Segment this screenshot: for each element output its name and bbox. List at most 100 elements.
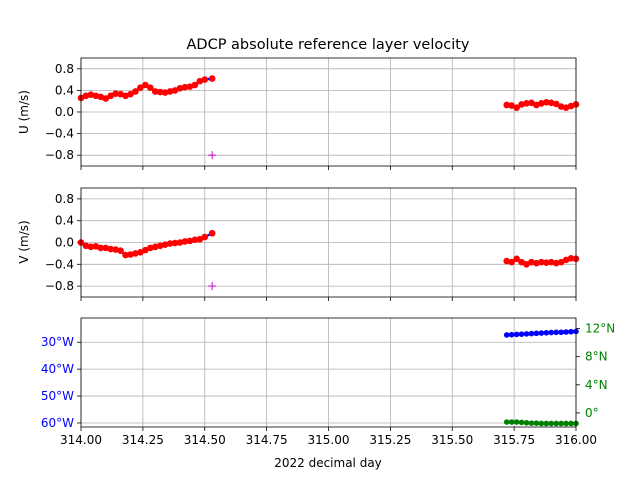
x-axis-label: 2022 decimal day <box>274 456 382 470</box>
longitude-point <box>503 332 510 338</box>
longitude-tick-label: 40°W <box>41 362 74 376</box>
latitude-point <box>543 420 550 427</box>
data-point <box>127 90 134 98</box>
x-tick-label: 315.00 <box>308 433 350 447</box>
y-tick-label: 0.4 <box>55 214 74 228</box>
y-tick-label: −0.8 <box>45 148 74 162</box>
data-point <box>567 255 575 262</box>
panel-position: 314.00 314.25 314.50 314.75 315.00 315.25 315.… <box>41 317 615 447</box>
data-point <box>513 104 520 111</box>
longitude-point <box>523 331 530 337</box>
data-point <box>196 235 204 243</box>
data-point <box>543 98 550 106</box>
data-point <box>508 258 515 266</box>
data-point <box>513 255 520 263</box>
data-point <box>528 99 535 107</box>
data-point <box>528 258 535 266</box>
latitude-point <box>538 420 545 427</box>
data-point <box>156 242 164 250</box>
latitude-tick-label: 4°N <box>585 378 608 392</box>
latitude-point <box>548 420 555 427</box>
data-point <box>151 243 159 251</box>
data-point <box>503 101 511 109</box>
data-point <box>552 100 560 108</box>
data-point <box>82 242 90 250</box>
data-point <box>166 88 174 95</box>
y-tick-label: −0.4 <box>45 257 74 271</box>
data-point <box>137 249 144 256</box>
data-point <box>127 251 134 258</box>
axes-frame <box>80 317 577 428</box>
data-point <box>547 258 555 266</box>
y-tick-label: 0.8 <box>55 192 74 206</box>
latitude-point <box>523 419 530 426</box>
data-point <box>181 238 189 245</box>
data-point <box>562 256 570 264</box>
y-tick-label: 0.8 <box>55 62 74 76</box>
data-point <box>503 257 511 265</box>
longitude-point <box>563 329 569 335</box>
data-point <box>92 243 100 250</box>
data-point <box>132 250 139 257</box>
longitude-point <box>568 328 574 335</box>
data-point <box>82 92 90 100</box>
longitude-point <box>533 330 540 337</box>
panel-v-velocity: 0.8 0.4 0.0 −0.4 −0.8 <box>45 187 580 301</box>
x-tick-label: 314.75 <box>246 433 288 447</box>
data-point <box>97 244 105 252</box>
data-point <box>122 92 129 100</box>
data-point <box>156 88 164 96</box>
v-axis-label: V (m/s) <box>17 220 31 263</box>
data-point <box>161 89 169 96</box>
data-point <box>567 102 575 110</box>
data-point <box>191 236 199 244</box>
data-point <box>196 77 204 85</box>
data-point <box>533 259 540 267</box>
longitude-point <box>543 330 550 336</box>
data-point <box>87 243 95 251</box>
y-tick-label: −0.8 <box>45 279 74 293</box>
data-point <box>97 93 105 101</box>
data-point <box>151 88 159 95</box>
longitude-point <box>528 330 535 337</box>
data-point <box>171 87 179 94</box>
latitude-point <box>563 420 569 427</box>
data-point <box>112 90 119 97</box>
data-point <box>538 100 545 107</box>
longitude-point <box>508 331 515 338</box>
data-point <box>518 101 525 108</box>
data-point <box>166 240 174 247</box>
data-point <box>122 251 129 259</box>
longitude-tick-label: 60°W <box>41 416 74 430</box>
y-tick-label: 0.0 <box>55 236 74 250</box>
longitude-point <box>553 329 559 336</box>
longitude-point <box>538 330 545 336</box>
data-point <box>107 92 114 100</box>
data-point <box>92 92 100 100</box>
axes-frame <box>80 187 577 298</box>
x-tick-label: 314.50 <box>184 433 226 447</box>
data-point <box>102 244 110 252</box>
data-point <box>523 261 530 268</box>
latitude-point <box>508 419 515 425</box>
data-point <box>137 84 144 91</box>
data-point <box>201 233 209 241</box>
latitude-point <box>503 419 510 425</box>
x-tick-label: 314.25 <box>122 433 164 447</box>
latitude-point <box>533 420 540 426</box>
data-point <box>508 102 515 109</box>
data-point <box>557 258 565 266</box>
data-point <box>176 84 184 92</box>
data-point <box>201 76 209 83</box>
data-point <box>107 245 114 253</box>
data-point <box>186 83 194 90</box>
longitude-tick-label: 50°W <box>41 389 74 403</box>
chart-title: ADCP absolute reference layer velocity <box>186 37 469 53</box>
latitude-point <box>518 419 525 426</box>
data-point <box>112 246 119 253</box>
y-tick-label: 0.0 <box>55 105 74 119</box>
x-tick-label: 315.50 <box>431 433 473 447</box>
y-tick-label: −0.4 <box>45 127 74 141</box>
data-point <box>147 84 154 91</box>
